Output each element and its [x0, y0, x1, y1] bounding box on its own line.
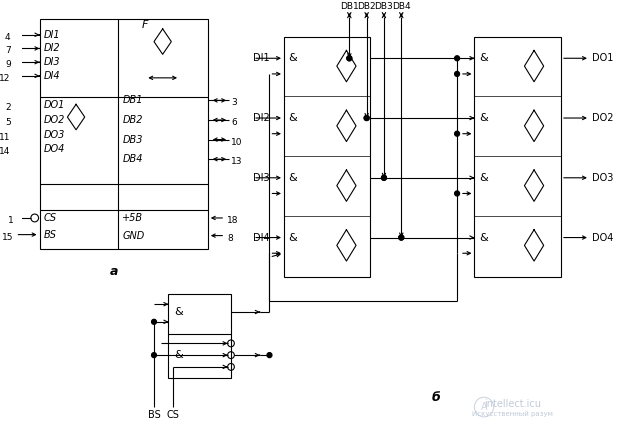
Text: DI4: DI4 — [44, 71, 60, 81]
Text: &: & — [288, 113, 297, 123]
Text: BS: BS — [148, 410, 160, 420]
Text: &: & — [174, 307, 183, 317]
Circle shape — [151, 353, 156, 358]
Text: 14: 14 — [0, 147, 11, 157]
Text: DO1: DO1 — [44, 100, 65, 110]
Text: &: & — [479, 173, 488, 183]
Text: A: A — [481, 402, 487, 412]
Text: Искусственный разум: Искусственный разум — [472, 411, 553, 417]
Circle shape — [381, 175, 386, 180]
Text: &: & — [479, 233, 488, 243]
Circle shape — [455, 131, 460, 136]
Circle shape — [455, 191, 460, 196]
Text: 5: 5 — [5, 118, 11, 127]
Text: DO4: DO4 — [592, 233, 613, 243]
Text: &: & — [288, 173, 297, 183]
Text: DI2: DI2 — [44, 43, 60, 53]
Text: 7: 7 — [5, 46, 11, 55]
Text: 15: 15 — [2, 233, 14, 242]
Circle shape — [151, 319, 156, 324]
Text: DI3: DI3 — [253, 173, 270, 183]
Text: &: & — [288, 233, 297, 243]
Text: a: a — [110, 265, 118, 278]
Text: &: & — [479, 113, 488, 123]
Circle shape — [455, 56, 460, 61]
Text: DO3: DO3 — [44, 130, 65, 140]
Text: 11: 11 — [0, 133, 11, 142]
Bar — [168, 295, 231, 378]
Text: 2: 2 — [5, 103, 11, 112]
Text: DO2: DO2 — [44, 115, 65, 125]
Text: 9: 9 — [5, 60, 11, 69]
Text: 6: 6 — [231, 118, 237, 127]
Text: 18: 18 — [227, 216, 239, 225]
Text: CS: CS — [167, 410, 179, 420]
Circle shape — [347, 56, 352, 61]
Circle shape — [399, 235, 404, 240]
Text: 3: 3 — [231, 98, 237, 108]
Text: &: & — [174, 350, 183, 360]
Circle shape — [347, 56, 352, 61]
Text: DI2: DI2 — [253, 113, 270, 123]
Text: &: & — [288, 53, 297, 63]
Text: CS: CS — [44, 213, 57, 223]
Text: DB4: DB4 — [122, 154, 143, 164]
Bar — [39, 19, 208, 249]
Text: 1: 1 — [7, 216, 14, 225]
Text: DB3: DB3 — [374, 2, 393, 11]
Text: DI4: DI4 — [253, 233, 270, 243]
Text: 8: 8 — [227, 233, 233, 243]
Text: +5B: +5B — [122, 213, 143, 223]
Text: DB1: DB1 — [340, 2, 359, 11]
Circle shape — [455, 71, 460, 77]
Text: DB3: DB3 — [122, 135, 143, 144]
Text: DB2: DB2 — [358, 2, 376, 11]
Text: GND: GND — [122, 230, 145, 241]
Text: F: F — [141, 20, 148, 30]
Text: DI1: DI1 — [44, 30, 60, 40]
Text: DB1: DB1 — [122, 95, 143, 105]
Text: 13: 13 — [231, 157, 242, 166]
Text: DB4: DB4 — [392, 2, 411, 11]
Bar — [474, 37, 561, 277]
Text: DO1: DO1 — [592, 53, 613, 63]
Bar — [284, 37, 371, 277]
Text: б: б — [432, 391, 440, 404]
Text: BS: BS — [44, 230, 56, 240]
Text: &: & — [479, 53, 488, 63]
Text: DO3: DO3 — [592, 173, 613, 183]
Text: 4: 4 — [5, 33, 11, 42]
Text: DB2: DB2 — [122, 115, 143, 125]
Circle shape — [399, 235, 404, 240]
Text: intellect.icu: intellect.icu — [485, 399, 541, 409]
Circle shape — [364, 116, 369, 120]
Circle shape — [364, 116, 369, 120]
Text: DO4: DO4 — [44, 144, 65, 154]
Circle shape — [267, 353, 272, 358]
Text: DI1: DI1 — [253, 53, 270, 63]
Text: DI3: DI3 — [44, 57, 60, 67]
Text: 12: 12 — [0, 74, 11, 83]
Text: DO2: DO2 — [592, 113, 613, 123]
Circle shape — [381, 175, 386, 180]
Text: 10: 10 — [231, 138, 242, 147]
